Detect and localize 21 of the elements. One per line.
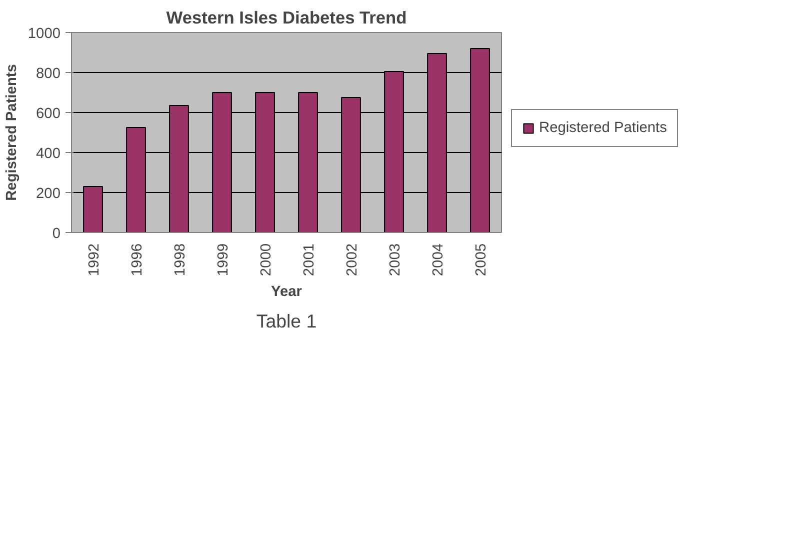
y-tick-label: 0: [52, 226, 61, 242]
x-tick-label: 1996: [130, 243, 146, 276]
x-tick-label: 2001: [302, 243, 318, 276]
chart-title: Western Isles Diabetes Trend: [166, 8, 407, 28]
x-tick-label: 2000: [258, 243, 274, 276]
x-axis-title: Year: [271, 284, 302, 300]
x-tick-label: 2002: [344, 243, 360, 276]
y-tick-label: 1000: [28, 26, 61, 42]
x-tick-label: 2003: [388, 243, 404, 276]
caption: Table 1: [256, 310, 317, 332]
y-tick-label: 400: [36, 146, 61, 162]
y-axis-title: Registered Patients: [4, 64, 20, 201]
x-tick-label: 2004: [430, 243, 446, 276]
y-tick-label: 600: [36, 106, 61, 122]
x-tick-label: 1999: [216, 243, 232, 276]
legend-label: Registered Patients: [539, 120, 667, 136]
x-tick-label: 1998: [172, 243, 188, 276]
x-tick-label: 2005: [474, 243, 490, 276]
x-tick-label: 1992: [86, 243, 102, 276]
y-tick-label: 200: [36, 186, 61, 202]
y-tick-label: 800: [36, 66, 61, 82]
